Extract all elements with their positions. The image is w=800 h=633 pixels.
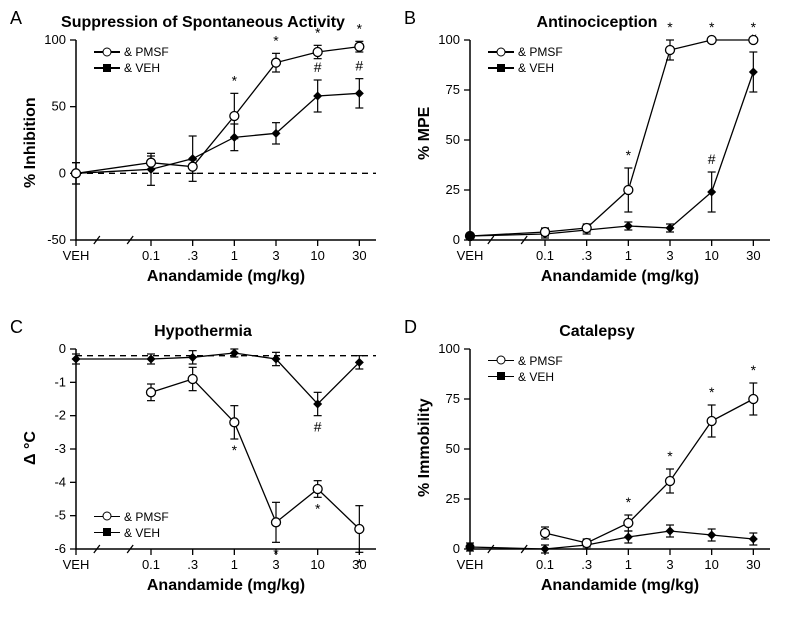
svg-text:*: * [667, 448, 673, 464]
legend-label-veh: & VEH [124, 61, 160, 75]
svg-text:0: 0 [453, 541, 460, 556]
svg-text:*: * [709, 384, 715, 400]
svg-text:-1: -1 [54, 374, 66, 389]
svg-text:*: * [626, 147, 632, 163]
svg-text:3: 3 [272, 248, 279, 263]
svg-text:#: # [708, 151, 716, 167]
svg-text:VEH: VEH [457, 248, 484, 263]
svg-text:100: 100 [438, 32, 460, 47]
legend-item-pmsf: & PMSF [94, 509, 169, 525]
plot-C: -6-5-4-3-2-10VEH0.1.3131030#**** [6, 317, 406, 627]
svg-text:50: 50 [446, 441, 460, 456]
svg-text:*: * [315, 24, 321, 40]
svg-text:0.1: 0.1 [536, 248, 554, 263]
svg-text:10: 10 [704, 557, 718, 572]
legend-item-pmsf: & PMSF [94, 44, 169, 60]
legend-label-pmsf: & PMSF [124, 510, 169, 524]
svg-text:*: * [273, 32, 279, 48]
legend-label-pmsf: & PMSF [518, 354, 563, 368]
svg-text:0.1: 0.1 [142, 557, 160, 572]
legend-label-pmsf: & PMSF [518, 45, 563, 59]
svg-text:75: 75 [446, 82, 460, 97]
svg-text:3: 3 [666, 557, 673, 572]
legend-label-pmsf: & PMSF [124, 45, 169, 59]
svg-text:25: 25 [446, 491, 460, 506]
panel-D: DCatalepsy% ImmobilityAnandamide (mg/kg)… [400, 317, 794, 626]
svg-text:10: 10 [310, 248, 324, 263]
svg-text:*: * [232, 442, 238, 458]
svg-text:0.1: 0.1 [536, 557, 554, 572]
svg-text:VEH: VEH [63, 557, 90, 572]
legend-B: & PMSF & VEH [488, 44, 563, 76]
svg-text:.3: .3 [581, 248, 592, 263]
svg-text:*: * [626, 494, 632, 510]
panel-C: CHypothermiaΔ °CAnandamide (mg/kg)-6-5-4… [6, 317, 400, 626]
legend-item-veh: & VEH [94, 60, 169, 76]
svg-text:#: # [314, 59, 322, 75]
svg-text:0: 0 [59, 165, 66, 180]
svg-text:50: 50 [52, 99, 66, 114]
plot-B: 0255075100VEH0.1.3131030##**** [400, 8, 800, 318]
svg-text:1: 1 [625, 557, 632, 572]
panel-B: BAntinociception% MPEAnandamide (mg/kg)0… [400, 8, 794, 317]
svg-text:75: 75 [446, 391, 460, 406]
legend-item-veh: & VEH [94, 525, 169, 541]
svg-text:1: 1 [625, 248, 632, 263]
svg-text:10: 10 [310, 557, 324, 572]
panel-A: ASuppression of Spontaneous Activity% In… [6, 8, 400, 317]
svg-text:-4: -4 [54, 474, 66, 489]
svg-text:3: 3 [666, 248, 673, 263]
plot-A: -50 0 50 100 VEH 0.1 .3 1 3 10 30 # # * * * * [6, 8, 406, 318]
svg-text:30: 30 [352, 248, 366, 263]
plot-D: 0 25 50 75 100 VEH 0.1 .3 1 3 10 30 * * * * [400, 317, 800, 627]
svg-text:*: * [232, 72, 238, 88]
svg-text:.3: .3 [187, 557, 198, 572]
svg-text:*: * [315, 500, 321, 516]
svg-text:1: 1 [231, 248, 238, 263]
legend-label-veh: & VEH [124, 526, 160, 540]
legend-C: & PMSF & VEH [94, 509, 169, 541]
svg-text:*: * [709, 19, 715, 35]
svg-text:*: * [751, 362, 757, 378]
svg-text:-2: -2 [54, 407, 66, 422]
legend-item-pmsf: & PMSF [488, 353, 563, 369]
svg-text:10: 10 [704, 248, 718, 263]
legend-label-veh: & VEH [518, 370, 554, 384]
svg-text:-3: -3 [54, 441, 66, 456]
svg-text:0: 0 [59, 341, 66, 356]
svg-text:.3: .3 [187, 248, 198, 263]
svg-text:-5: -5 [54, 507, 66, 522]
svg-text:1: 1 [231, 557, 238, 572]
svg-text:25: 25 [446, 182, 460, 197]
svg-text:100: 100 [44, 32, 66, 47]
svg-text:#: # [355, 58, 363, 74]
svg-text:100: 100 [438, 341, 460, 356]
legend-label-veh: & VEH [518, 61, 554, 75]
svg-text:.3: .3 [581, 557, 592, 572]
svg-text:-50: -50 [47, 232, 66, 247]
svg-text:*: * [751, 19, 757, 35]
svg-text:*: * [357, 555, 363, 571]
svg-text:30: 30 [746, 248, 760, 263]
svg-text:*: * [273, 545, 279, 561]
svg-text:*: * [667, 19, 673, 35]
svg-text:#: # [314, 418, 322, 434]
svg-text:0: 0 [453, 232, 460, 247]
svg-text:VEH: VEH [457, 557, 484, 572]
svg-text:*: * [357, 20, 363, 36]
legend-item-veh: & VEH [488, 369, 563, 385]
legend-A: & PMSF & VEH [94, 44, 169, 76]
svg-text:30: 30 [746, 557, 760, 572]
svg-text:50: 50 [446, 132, 460, 147]
legend-item-veh: & VEH [488, 60, 563, 76]
svg-text:0.1: 0.1 [142, 248, 160, 263]
svg-text:VEH: VEH [63, 248, 90, 263]
legend-D: & PMSF & VEH [488, 353, 563, 385]
svg-text:-6: -6 [54, 541, 66, 556]
legend-item-pmsf: & PMSF [488, 44, 563, 60]
